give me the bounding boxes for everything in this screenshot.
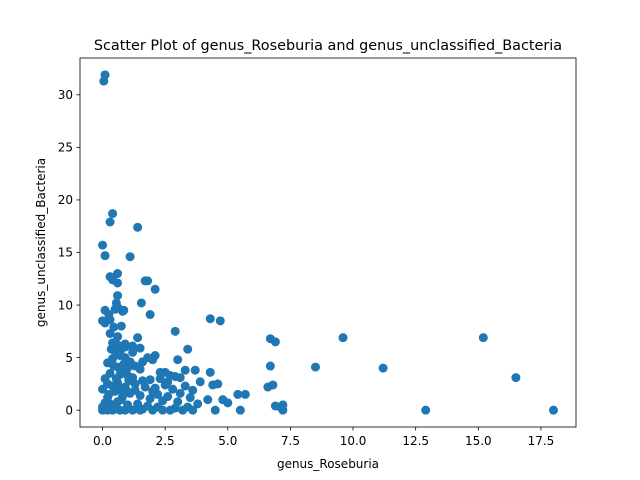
data-point <box>126 252 135 261</box>
x-tick-label: 15.0 <box>465 434 492 448</box>
data-point <box>148 387 157 396</box>
y-tick-label: 10 <box>58 298 73 312</box>
data-point <box>146 310 155 319</box>
data-point <box>151 285 160 294</box>
data-point <box>266 362 275 371</box>
data-point <box>133 223 142 232</box>
data-point <box>163 377 172 386</box>
data-point <box>213 379 222 388</box>
data-point <box>116 351 125 360</box>
y-tick-label: 25 <box>58 141 73 155</box>
y-tick-label: 15 <box>58 246 73 260</box>
data-point <box>136 406 145 415</box>
data-point <box>101 70 110 79</box>
data-point <box>106 329 115 338</box>
data-point <box>131 386 140 395</box>
data-point <box>339 333 348 342</box>
data-point <box>137 298 146 307</box>
data-point <box>123 364 132 373</box>
data-point <box>278 406 287 415</box>
plot-frame <box>80 58 576 427</box>
data-point <box>98 241 107 250</box>
data-point <box>148 406 157 415</box>
data-point <box>186 393 195 402</box>
data-point <box>121 343 130 352</box>
data-point <box>549 406 558 415</box>
data-point <box>108 209 117 218</box>
y-tick-label: 30 <box>58 88 73 102</box>
data-point <box>138 357 147 366</box>
data-point <box>479 333 488 342</box>
data-point <box>104 390 113 399</box>
data-point <box>109 362 118 371</box>
data-point <box>158 406 167 415</box>
data-point <box>271 337 280 346</box>
x-tick-label: 0.0 <box>93 434 112 448</box>
data-point <box>106 218 115 227</box>
scatter-points <box>98 70 558 414</box>
data-point <box>206 314 215 323</box>
data-point <box>117 322 126 331</box>
x-axis: 0.0 2.5 5.0 7.5 10.0 12.5 15.0 17.5 <box>93 427 554 448</box>
x-tick-label: 12.5 <box>402 434 429 448</box>
data-point <box>112 374 121 383</box>
data-point <box>101 251 110 260</box>
y-axis-label: genus_unclassified_Bacteria <box>34 158 48 327</box>
data-point <box>216 316 225 325</box>
data-point <box>206 368 215 377</box>
data-point <box>156 368 165 377</box>
data-point <box>511 373 520 382</box>
y-tick-label: 5 <box>65 351 73 365</box>
data-point <box>173 355 182 364</box>
data-point <box>311 363 320 372</box>
data-point <box>113 278 122 287</box>
data-point <box>236 406 245 415</box>
data-point <box>203 395 212 404</box>
data-point <box>183 345 192 354</box>
data-point <box>178 406 187 415</box>
x-tick-label: 17.5 <box>528 434 555 448</box>
data-point <box>122 386 131 395</box>
data-point <box>223 398 232 407</box>
data-point <box>268 380 277 389</box>
data-point <box>148 355 157 364</box>
data-point <box>171 327 180 336</box>
data-point <box>176 373 185 382</box>
data-point <box>111 401 120 410</box>
data-point <box>108 338 117 347</box>
x-tick-label: 5.0 <box>218 434 237 448</box>
data-point <box>113 269 122 278</box>
data-point <box>191 366 200 375</box>
data-point <box>143 276 152 285</box>
data-point <box>196 377 205 386</box>
x-tick-label: 2.5 <box>156 434 175 448</box>
y-tick-label: 0 <box>65 403 73 417</box>
data-point <box>241 390 250 399</box>
data-point <box>119 306 128 315</box>
x-tick-label: 7.5 <box>281 434 300 448</box>
data-point <box>176 389 185 398</box>
data-point <box>379 364 388 373</box>
data-point <box>188 406 197 415</box>
y-tick-label: 20 <box>58 193 73 207</box>
x-axis-label: genus_Roseburia <box>277 457 379 471</box>
x-tick-label: 10.0 <box>340 434 367 448</box>
data-point <box>133 333 142 342</box>
data-point <box>421 406 430 415</box>
data-point <box>181 366 190 375</box>
data-point <box>124 376 133 385</box>
data-point <box>211 406 220 415</box>
chart-title: Scatter Plot of genus_Roseburia and genu… <box>94 38 562 54</box>
y-axis: 0 5 10 15 20 25 30 <box>58 88 80 417</box>
data-point <box>128 348 137 357</box>
